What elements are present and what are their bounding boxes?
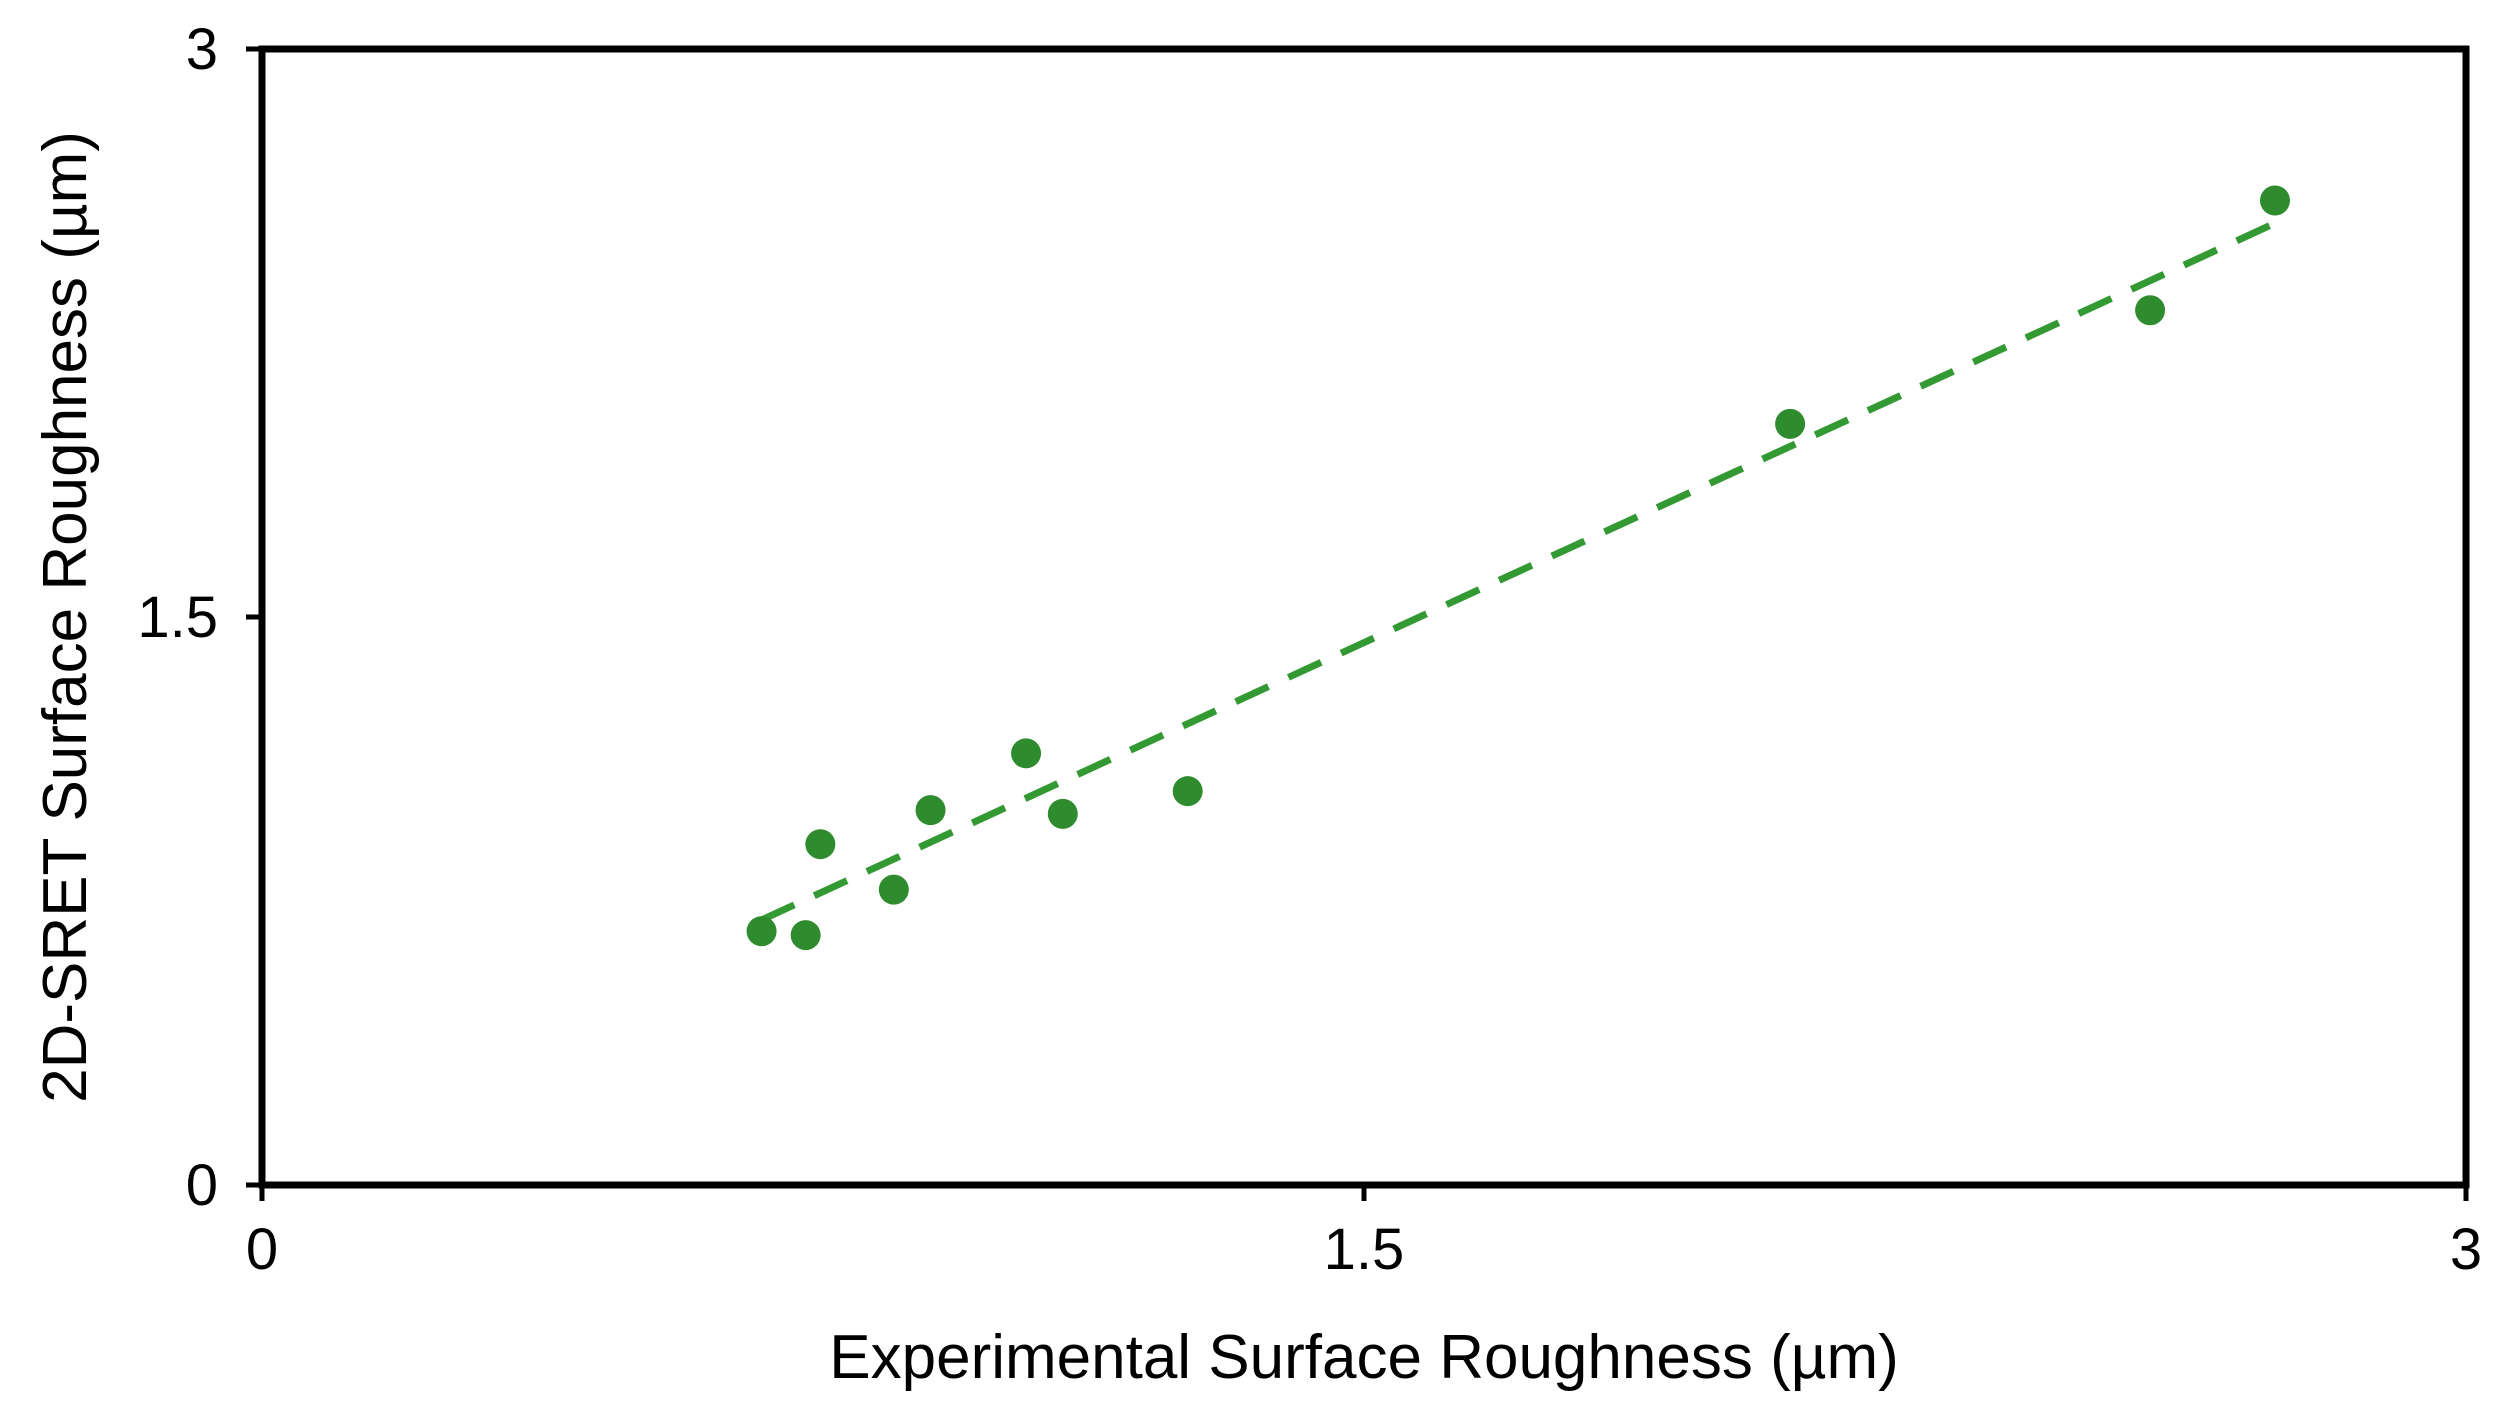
tick-labels: 0 1.5 3 0 1.5 3 (137, 17, 2482, 1282)
data-point (790, 920, 821, 951)
data-point (1011, 738, 1042, 769)
trendline-group (760, 220, 2277, 924)
x-axis-title: Experimental Surface Roughness (µm) (829, 1323, 1899, 1392)
axis-ticks (246, 46, 2469, 1201)
x-tick-label: 0 (246, 1217, 278, 1282)
x-tick-label: 1.5 (1324, 1217, 1405, 1282)
y-tick-label: 0 (186, 1153, 218, 1218)
y-tick-label: 3 (186, 17, 218, 82)
data-point (2259, 185, 2290, 216)
y-axis-title: 2D-SRET Surface Roughness (µm) (31, 131, 100, 1103)
y-tick-label: 1.5 (137, 585, 218, 650)
plot-frame (258, 45, 2470, 1189)
data-point (1172, 776, 1203, 807)
data-point (746, 916, 777, 947)
data-point (1047, 798, 1078, 829)
data-point (805, 829, 836, 860)
data-point (878, 874, 909, 905)
data-point (2135, 295, 2166, 326)
data-point (915, 795, 946, 826)
data-point (1775, 408, 1806, 439)
data-points (746, 185, 2290, 951)
x-tick-label: 3 (2450, 1217, 2482, 1282)
trendline (760, 220, 2277, 924)
